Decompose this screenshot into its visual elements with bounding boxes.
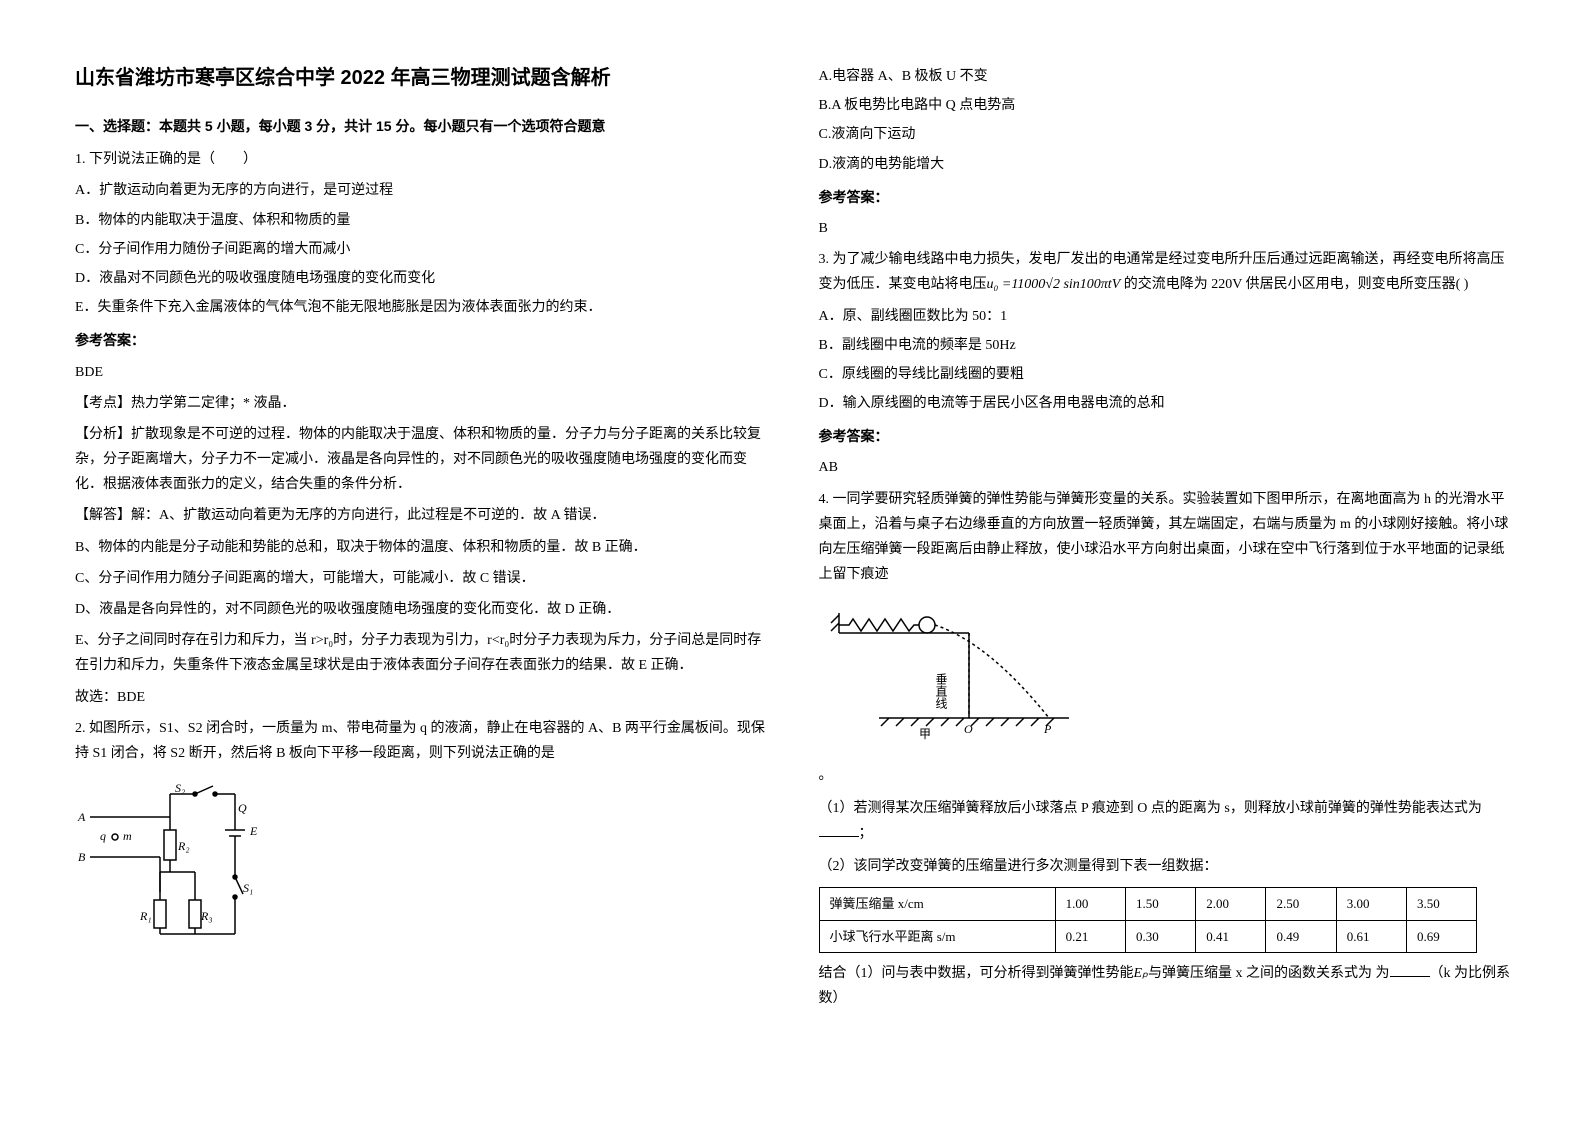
- q3-opt-d: D．输入原线圈的电流等于居民小区各用电器电流的总和: [819, 391, 1513, 416]
- q2-stem: 2. 如图所示，S1、S2 闭合时，一质量为 m、带电荷量为 q 的液滴，静止在…: [75, 716, 769, 766]
- q3-answer-label: 参考答案：: [819, 424, 1513, 449]
- q4-sub3: 结合（1）问与表中数据，可分析得到弹簧弹性势能Eₚ与弹簧压缩量 x 之间的函数关…: [819, 961, 1513, 1011]
- q2-answer-label: 参考答案：: [819, 185, 1513, 210]
- q3-formula: u₀ =11000√2 sin100πtV: [987, 277, 1121, 292]
- table-row: 弹簧压缩量 x/cm 1.00 1.50 2.00 2.50 3.00 3.50: [819, 888, 1477, 920]
- label-qm-m: m: [123, 829, 132, 843]
- q1-solve-2: C、分子间作用力随分子间距离的增大，可能增大，可能减小．故 C 错误．: [75, 566, 769, 591]
- q3-opt-a: A．原、副线圈匝数比为 50：1: [819, 304, 1513, 329]
- spring-diagram: 垂直线 甲 O P: [819, 603, 1079, 743]
- q1-solve-3: D、液晶是各向异性的，对不同颜色光的吸收强度随电场强度的变化而变化．故 D 正确…: [75, 597, 769, 622]
- label-p: P: [1043, 722, 1052, 736]
- table-cell: 3.00: [1336, 888, 1406, 920]
- blank-2: [1390, 963, 1430, 977]
- table-cell: 0.49: [1266, 920, 1336, 952]
- label-s1: S₁: [243, 881, 253, 895]
- label-r1: R₁: [139, 909, 152, 923]
- q1-opt-a: A．扩散运动向着更为无序的方向进行，是可逆过程: [75, 178, 769, 203]
- table-cell: 0.21: [1055, 920, 1125, 952]
- table-cell: 3.50: [1407, 888, 1477, 920]
- q3-opt-c: C．原线圈的导线比副线圈的要粗: [819, 362, 1513, 387]
- right-column: A.电容器 A、B 极板 U 不变 B.A 板电势比电路中 Q 点电势高 C.液…: [794, 60, 1538, 1092]
- q4-sub2: （2）该同学改变弹簧的压缩量进行多次测量得到下表一组数据：: [819, 854, 1513, 879]
- q1-answer-label: 参考答案：: [75, 328, 769, 353]
- label-jia: 甲: [919, 727, 931, 741]
- q4-sub3-a: 结合（1）问与表中数据，可分析得到弹簧弹性势能: [819, 966, 1134, 981]
- left-column: 山东省潍坊市寒亭区综合中学 2022 年高三物理测试题含解析 一、选择题：本题共…: [50, 60, 794, 1092]
- q2-opt-d: D.液滴的电势能增大: [819, 152, 1513, 177]
- table-cell: 弹簧压缩量 x/cm: [819, 888, 1055, 920]
- q1-stem: 1. 下列说法正确的是（ ）: [75, 147, 769, 172]
- q1-solve-5: 故选：BDE: [75, 685, 769, 710]
- q1-opt-d: D．液晶对不同颜色光的吸收强度随电场强度的变化而变化: [75, 266, 769, 291]
- label-e: E: [249, 824, 258, 838]
- diagram-caption: 。: [819, 763, 1513, 788]
- table-cell: 1.50: [1125, 888, 1195, 920]
- label-r3: R₃: [200, 909, 213, 923]
- q1-solve-1: B、物体的内能是分子动能和势能的总和，取决于物体的温度、体积和物质的量．故 B …: [75, 535, 769, 560]
- q1-solve-0: 【解答】解：A、扩散运动向着更为无序的方向进行，此过程是不可逆的．故 A 错误．: [75, 503, 769, 528]
- table-row: 小球飞行水平距离 s/m 0.21 0.30 0.41 0.49 0.61 0.…: [819, 920, 1477, 952]
- q3-opt-b: B．副线圈中电流的频率是 50Hz: [819, 333, 1513, 358]
- label-o: O: [964, 722, 973, 736]
- table-cell: 0.61: [1336, 920, 1406, 952]
- table-cell: 2.50: [1266, 888, 1336, 920]
- table-cell: 0.30: [1125, 920, 1195, 952]
- circuit-diagram: S₂ Q A E q m B R₂ S₁ R₁ R₃: [75, 782, 295, 942]
- label-qm-q: q: [100, 829, 106, 843]
- label-s2: S₂: [175, 782, 185, 795]
- label-q: Q: [238, 801, 247, 815]
- q2-opt-a: A.电容器 A、B 极板 U 不变: [819, 64, 1513, 89]
- section-header: 一、选择题：本题共 5 小题，每小题 3 分，共计 15 分。每小题只有一个选项…: [75, 114, 769, 139]
- page-title: 山东省潍坊市寒亭区综合中学 2022 年高三物理测试题含解析: [75, 60, 769, 96]
- q4-ep: Eₚ: [1134, 966, 1149, 981]
- q2-opt-c: C.液滴向下运动: [819, 122, 1513, 147]
- q1-analysis: 【分析】扩散现象是不可逆的过程．物体的内能取决于温度、体积和物质的量．分子力与分…: [75, 422, 769, 498]
- q4-sub1: （1）若测得某次压缩弹簧释放后小球落点 P 痕迹到 O 点的距离为 s，则释放小…: [819, 796, 1513, 846]
- q4-sub1-a: （1）若测得某次压缩弹簧释放后小球落点 P 痕迹到 O 点的距离为 s，则释放小…: [819, 801, 1482, 816]
- table-cell: 小球飞行水平距离 s/m: [819, 920, 1055, 952]
- q1-solve-4: E、分子之间同时存在引力和斥力，当 r>r₀时，分子力表现为引力，r<r₀时分子…: [75, 628, 769, 678]
- blank-1: [819, 823, 859, 837]
- q4-sub3-b: 与弹簧压缩量 x 之间的函数关系式为: [1148, 966, 1372, 981]
- label-r2: R₂: [177, 839, 190, 853]
- table-cell: 2.00: [1196, 888, 1266, 920]
- q1-opt-c: C．分子间作用力随份子间距离的增大而减小: [75, 237, 769, 262]
- q4-stem: 4. 一同学要研究轻质弹簧的弹性势能与弹簧形变量的关系。实验装置如下图甲所示，在…: [819, 487, 1513, 588]
- table-cell: 0.69: [1407, 920, 1477, 952]
- q2-opt-b: B.A 板电势比电路中 Q 点电势高: [819, 93, 1513, 118]
- q3-stem-b: 的交流电降为 220V 供居民小区用电，则变电所变压器( ): [1120, 277, 1468, 292]
- q3-answer: AB: [819, 455, 1513, 480]
- q1-answer: BDE: [75, 360, 769, 385]
- label-vline: 垂直线: [934, 673, 948, 709]
- q3-stem: 3. 为了减少输电线路中电力损失，发电厂发出的电通常是经过变电所升压后通过远距离…: [819, 247, 1513, 297]
- label-b: B: [78, 850, 86, 864]
- table-cell: 1.00: [1055, 888, 1125, 920]
- q1-opt-e: E．失重条件下充入金属液体的气体气泡不能无限地膨胀是因为液体表面张力的约束．: [75, 295, 769, 320]
- label-a: A: [77, 810, 86, 824]
- q4-sub1-b: ；: [859, 826, 873, 841]
- table-cell: 0.41: [1196, 920, 1266, 952]
- q1-opt-b: B．物体的内能取决于温度、体积和物质的量: [75, 208, 769, 233]
- q2-answer: B: [819, 216, 1513, 241]
- q1-point: 【考点】热力学第二定律；* 液晶．: [75, 391, 769, 416]
- q4-table: 弹簧压缩量 x/cm 1.00 1.50 2.00 2.50 3.00 3.50…: [819, 887, 1478, 953]
